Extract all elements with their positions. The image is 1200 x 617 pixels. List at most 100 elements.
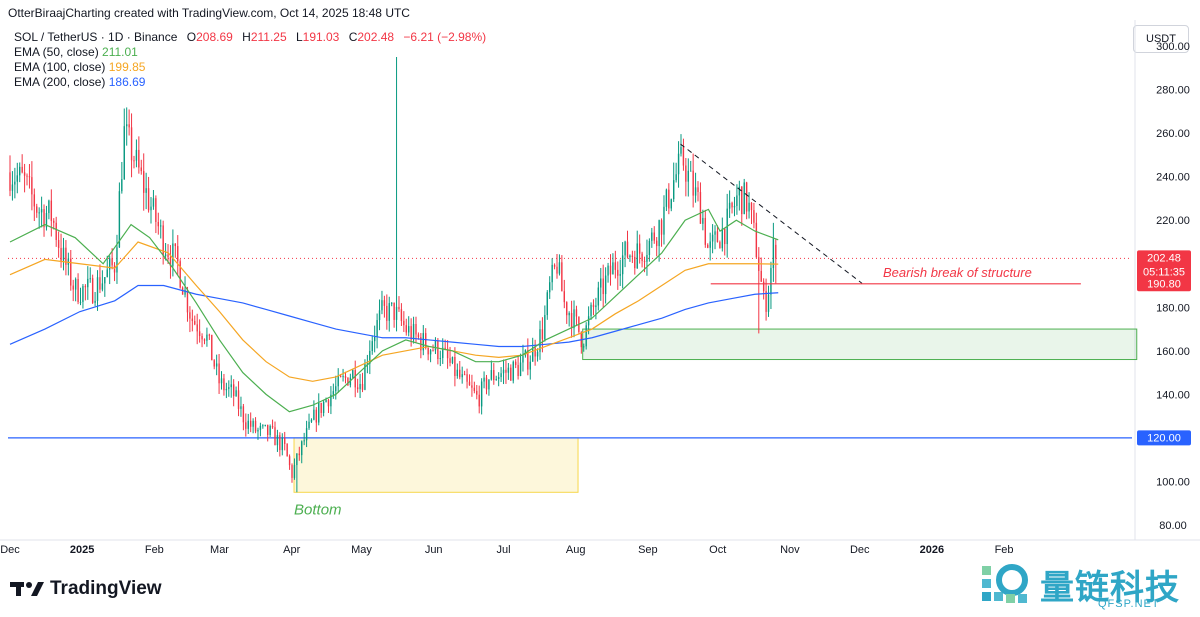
ema200-legend[interactable]: EMA (200, close) 186.69: [14, 75, 486, 90]
candle-body: [138, 149, 140, 168]
ema100-line: [9, 241, 779, 382]
watermark-text: 量链科技: [1040, 568, 1180, 608]
candle-body: [541, 329, 544, 340]
candle-body: [140, 167, 142, 172]
currency-button[interactable]: USDT: [1133, 25, 1189, 53]
candle-body: [631, 255, 634, 257]
candle-body: [439, 358, 442, 360]
candle-body: [694, 187, 697, 196]
y-tick-label: 180.00: [1156, 302, 1190, 314]
ema100-legend[interactable]: EMA (100, close) 199.85: [14, 60, 486, 75]
candle-body: [738, 186, 741, 196]
candle-body: [653, 232, 655, 241]
candle-body: [167, 254, 169, 258]
candle-body: [361, 383, 364, 390]
candle-body: [670, 199, 672, 209]
candle-body: [570, 313, 573, 329]
ema50-line: [9, 208, 779, 413]
candle-body: [733, 205, 736, 208]
candle-body: [381, 300, 383, 311]
candle-body: [201, 336, 203, 340]
candle-body: [87, 278, 89, 288]
candle-body: [189, 312, 191, 319]
candle-body: [660, 220, 663, 235]
candle-body: [169, 257, 172, 266]
candle-body: [410, 326, 412, 340]
candle-body: [600, 278, 602, 288]
symbol-row: SOL / TetherUS · 1D · Binance O208.69 H2…: [14, 30, 486, 45]
candle-body: [488, 379, 490, 390]
candle-body: [315, 409, 318, 423]
y-tick-label: 260.00: [1156, 128, 1190, 140]
candle-body: [106, 269, 108, 278]
candle-body: [687, 170, 689, 182]
candle-body: [675, 174, 677, 181]
candle-body: [288, 456, 291, 466]
price-chart[interactable]: 300.00280.00260.00240.00220.00200.00180.…: [0, 0, 1200, 560]
candle-body: [517, 364, 519, 376]
candle-body: [155, 198, 157, 222]
candle-body: [772, 237, 775, 269]
ema200-value: 186.69: [108, 75, 146, 89]
candle-body: [245, 422, 247, 429]
candle-body: [130, 127, 133, 161]
candle-body: [476, 390, 478, 395]
candle-body: [179, 261, 181, 288]
ema50-name: EMA (50, close): [14, 45, 99, 59]
candle-body: [342, 376, 344, 378]
candle-body: [663, 206, 665, 235]
ohlc-low-key: L: [295, 30, 303, 44]
candle-body: [174, 243, 177, 247]
candle-body: [33, 194, 36, 207]
candle-body: [376, 320, 378, 337]
candle-body: [709, 241, 711, 248]
candle-body: [390, 302, 393, 304]
candle-body: [45, 213, 48, 228]
y-tick-label: 240.00: [1156, 172, 1190, 184]
candle-body: [617, 269, 619, 276]
candle-body: [736, 195, 738, 206]
candle-body: [254, 420, 257, 432]
candle-body: [378, 310, 381, 321]
x-tick-label: 2026: [920, 544, 944, 556]
candle-body: [417, 334, 420, 338]
ema50-legend[interactable]: EMA (50, close) 211.01: [14, 45, 486, 60]
candle-body: [60, 247, 62, 261]
candle-body: [490, 370, 493, 380]
candle-body: [108, 258, 111, 270]
candle-body: [624, 241, 626, 256]
candle-body: [276, 435, 279, 446]
candle-body: [101, 283, 104, 290]
candle-body: [451, 356, 454, 363]
candle-body: [558, 262, 561, 274]
candle-body: [604, 275, 607, 295]
candle-body: [619, 274, 621, 276]
candle-body: [252, 420, 254, 427]
candle-body: [609, 265, 612, 275]
watermark: 量链科技 QFSP.NET: [978, 560, 1193, 612]
tradingview-logo[interactable]: TradingView: [10, 578, 162, 600]
symbol-label[interactable]: SOL / TetherUS · 1D · Binance: [14, 30, 178, 44]
candle-body: [94, 300, 96, 303]
candle-body: [267, 424, 269, 435]
candle-body: [553, 264, 556, 267]
ohlc-low-value: 191.03: [302, 30, 340, 44]
candle-body: [356, 387, 359, 390]
x-tick-label: Dec: [850, 544, 870, 556]
candle-body: [325, 399, 327, 402]
candle-body: [279, 435, 281, 451]
candle-body: [702, 217, 704, 224]
watermark-url: QFSP.NET: [1098, 598, 1160, 610]
candle-body: [77, 279, 79, 302]
candle-body: [337, 375, 339, 387]
candle-body: [583, 346, 585, 348]
x-tick-label: May: [351, 544, 372, 556]
candle-body: [96, 277, 99, 301]
candle-body: [643, 261, 646, 263]
tradingview-logo-icon: [10, 582, 44, 596]
candle-body: [16, 175, 18, 182]
candle-body: [36, 206, 38, 213]
y-tick-label: 100.00: [1156, 476, 1190, 488]
price-tag: [1137, 250, 1191, 281]
candle-body: [247, 420, 249, 429]
